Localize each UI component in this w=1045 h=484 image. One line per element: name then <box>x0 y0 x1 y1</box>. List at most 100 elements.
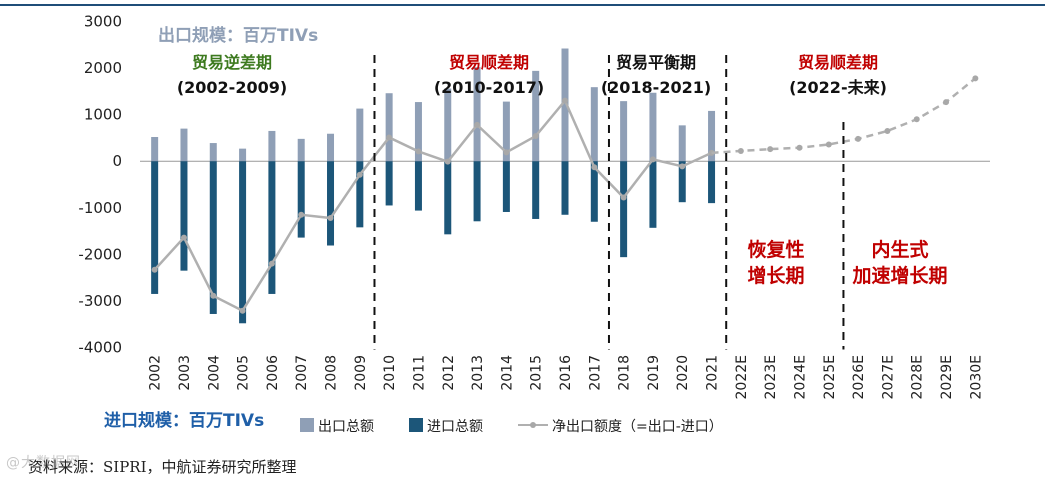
net-point-2018 <box>620 194 627 201</box>
bar-import-2008 <box>327 161 335 246</box>
x-tick-label: 2022E <box>734 355 750 399</box>
period-years: (2018-2021) <box>601 78 711 97</box>
forecast-point-2028E <box>913 116 920 123</box>
net-point-2003 <box>180 234 187 241</box>
bar-export-2019 <box>649 92 657 162</box>
bar-import-2015 <box>532 161 540 219</box>
bar-import-2021 <box>708 161 716 204</box>
source-note: 资料来源：SIPRI，中航证券研究所整理 <box>28 458 297 476</box>
bar-import-2013 <box>473 161 481 222</box>
x-tick-label: 2014 <box>499 355 515 391</box>
bar-export-2017 <box>590 87 598 162</box>
x-tick-label: 2020 <box>675 355 691 391</box>
bar-import-2004 <box>209 161 217 314</box>
net-point-2020 <box>679 163 686 170</box>
x-tick-label: 2027E <box>880 355 896 399</box>
bar-export-2009 <box>356 108 364 162</box>
net-point-2010 <box>386 134 393 141</box>
legend-label-export: 出口总额 <box>318 419 374 435</box>
y-tick-label: 1000 <box>84 106 122 124</box>
bar-import-2009 <box>356 161 364 228</box>
x-tick-label: 2008 <box>324 355 340 391</box>
forecast-point-2030E <box>972 75 979 82</box>
bar-import-2014 <box>502 161 510 212</box>
bar-export-2012 <box>444 88 452 162</box>
net-point-2004 <box>210 292 217 299</box>
bar-export-2003 <box>180 128 188 162</box>
x-tick-label: 2004 <box>206 355 222 391</box>
legend-swatch-import <box>409 418 423 432</box>
bar-import-2018 <box>620 161 628 258</box>
x-tick-label: 2005 <box>236 355 252 391</box>
x-tick-label: 2009 <box>353 355 369 391</box>
forecast-point-2029E <box>943 99 950 106</box>
x-tick-label: 2016 <box>558 355 574 391</box>
forecast-point-2024E <box>796 144 803 151</box>
legend-label-net: 净出口额度（=出口-进口） <box>552 419 723 435</box>
x-tick-label: 2018 <box>617 355 633 391</box>
forecast-point-2025E <box>825 141 832 148</box>
net-point-2016 <box>562 97 568 104</box>
x-tick-label: 2019 <box>646 355 662 391</box>
x-tick-label: 2025E <box>822 355 838 399</box>
x-tick-label: 2002 <box>148 355 164 391</box>
bar-export-2002 <box>151 136 159 162</box>
export-unit-label: 出口规模：百万TIVs <box>158 25 318 46</box>
bar-import-2017 <box>590 161 598 222</box>
legend-swatch-export <box>300 418 314 432</box>
bar-export-2008 <box>327 133 335 162</box>
bar-export-2015 <box>532 70 540 162</box>
period-dividers <box>373 55 845 350</box>
bar-export-2004 <box>209 143 217 162</box>
x-tick-label: 2006 <box>265 355 281 391</box>
period-years: (2022-未来) <box>789 78 887 97</box>
x-tick-label: 2030E <box>968 355 984 399</box>
bar-import-2003 <box>180 161 188 271</box>
forecast-point-2026E <box>855 135 862 142</box>
bar-export-2007 <box>297 138 305 162</box>
forecast-point-2023E <box>767 146 774 153</box>
top-rule <box>0 4 1045 6</box>
legend-label-import: 进口总额 <box>427 419 483 435</box>
period-title: 贸易逆差期 <box>192 53 272 72</box>
bar-import-2020 <box>678 161 686 203</box>
y-tick-label: 2000 <box>84 59 122 77</box>
net-point-2015 <box>532 133 539 140</box>
net-point-2017 <box>591 164 598 171</box>
net-point-2011 <box>415 148 422 155</box>
bar-import-2011 <box>414 161 422 211</box>
bar-import-2006 <box>268 161 276 294</box>
x-tick-label: 2012 <box>441 355 457 391</box>
bar-import-2019 <box>649 161 657 228</box>
legend: 出口总额 进口总额 净出口额度（=出口-进口） <box>300 418 723 435</box>
net-point-2013 <box>474 121 481 128</box>
bars <box>151 48 716 324</box>
net-point-2002 <box>151 266 158 273</box>
y-tick-label: -1000 <box>78 199 122 217</box>
y-tick-label: -2000 <box>78 245 122 263</box>
net-point-2008 <box>327 215 334 222</box>
x-tick-label: 2015 <box>529 355 545 391</box>
period-title: 贸易顺差期 <box>449 53 529 72</box>
axes: -4000 -3000 -2000 -1000 0 1000 2000 3000 2002 200… <box>78 13 990 399</box>
period-years: (2010-2017) <box>434 78 544 97</box>
period-title: 贸易顺差期 <box>798 53 878 72</box>
x-tick-label: 2021 <box>705 355 721 391</box>
x-tick-label: 2017 <box>587 355 603 391</box>
bar-export-2005 <box>239 148 247 162</box>
period-title: 贸易平衡期 <box>616 53 696 72</box>
y-tick-label: -3000 <box>78 292 122 310</box>
bar-import-2010 <box>385 161 393 206</box>
y-tick-label: -4000 <box>78 339 122 357</box>
bar-import-2016 <box>561 161 569 215</box>
net-point-2012 <box>444 158 451 165</box>
net-point-2009 <box>356 171 363 178</box>
bar-export-2010 <box>385 93 393 162</box>
y-tick-label: 3000 <box>84 13 122 31</box>
bar-import-2007 <box>297 161 305 238</box>
x-tick-label: 2024E <box>792 355 808 399</box>
net-point-2007 <box>298 211 305 218</box>
bar-export-2006 <box>268 130 276 162</box>
bar-export-2013 <box>473 67 481 162</box>
